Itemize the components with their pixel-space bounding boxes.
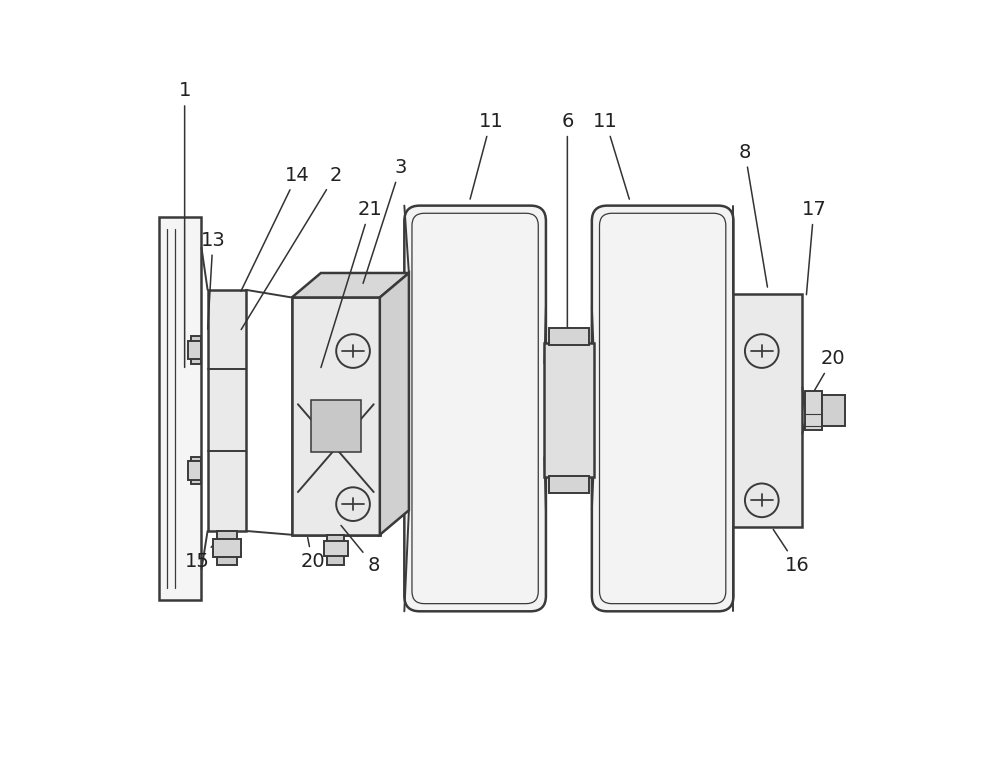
- Text: 8: 8: [739, 143, 767, 287]
- FancyBboxPatch shape: [188, 462, 201, 480]
- FancyBboxPatch shape: [544, 343, 594, 477]
- Polygon shape: [380, 273, 409, 535]
- Circle shape: [745, 483, 779, 517]
- Text: 11: 11: [470, 112, 503, 199]
- Text: 20: 20: [300, 537, 325, 571]
- FancyBboxPatch shape: [805, 391, 822, 429]
- Circle shape: [745, 334, 779, 368]
- Text: 17: 17: [801, 200, 826, 295]
- Text: 14: 14: [241, 166, 310, 291]
- FancyBboxPatch shape: [592, 206, 733, 611]
- Text: 20: 20: [808, 349, 845, 402]
- FancyBboxPatch shape: [733, 294, 802, 527]
- FancyBboxPatch shape: [404, 206, 546, 611]
- FancyBboxPatch shape: [549, 476, 589, 493]
- Text: 11: 11: [593, 112, 629, 199]
- FancyBboxPatch shape: [324, 541, 348, 556]
- FancyBboxPatch shape: [327, 535, 344, 565]
- Text: 8: 8: [341, 525, 380, 575]
- Text: 6: 6: [561, 112, 574, 333]
- FancyBboxPatch shape: [549, 328, 589, 345]
- FancyBboxPatch shape: [213, 539, 241, 557]
- FancyBboxPatch shape: [311, 399, 361, 452]
- FancyBboxPatch shape: [188, 341, 201, 359]
- FancyBboxPatch shape: [217, 531, 237, 564]
- FancyBboxPatch shape: [208, 290, 246, 531]
- Text: 21: 21: [321, 200, 382, 368]
- Text: 1: 1: [178, 81, 191, 368]
- Text: 16: 16: [773, 530, 809, 575]
- Text: 3: 3: [363, 158, 407, 284]
- FancyBboxPatch shape: [822, 395, 845, 426]
- Polygon shape: [292, 273, 409, 298]
- FancyBboxPatch shape: [159, 217, 201, 600]
- Circle shape: [336, 487, 370, 521]
- FancyBboxPatch shape: [191, 457, 201, 484]
- FancyBboxPatch shape: [191, 336, 201, 364]
- Text: 15: 15: [185, 537, 221, 571]
- FancyBboxPatch shape: [292, 298, 380, 535]
- Circle shape: [336, 334, 370, 368]
- Text: 2: 2: [241, 166, 342, 329]
- Text: 13: 13: [201, 231, 225, 329]
